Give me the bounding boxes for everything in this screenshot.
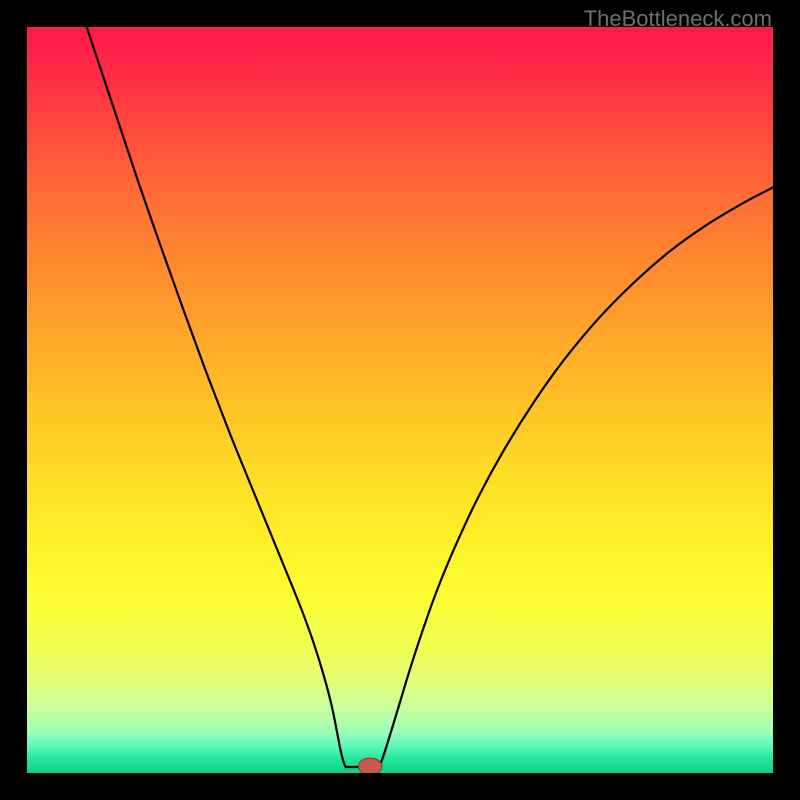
watermark-text: TheBottleneck.com <box>584 6 772 32</box>
optimum-marker-icon <box>358 758 382 773</box>
bottleneck-curve <box>27 27 773 773</box>
plot-area <box>27 27 773 773</box>
